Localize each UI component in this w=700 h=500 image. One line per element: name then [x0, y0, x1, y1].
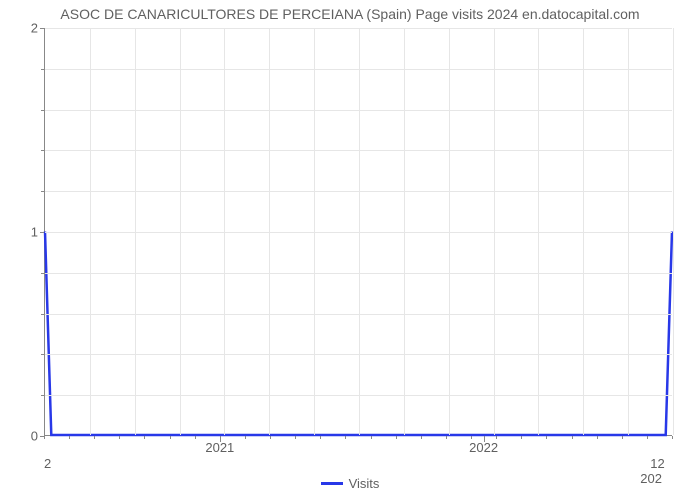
x-minor-tick [647, 436, 648, 439]
x-minor-tick [245, 436, 246, 439]
y-tick-label: 1 [31, 225, 38, 240]
grid-h [45, 150, 672, 151]
x-minor-tick [421, 436, 422, 439]
y-minor-tick [41, 273, 44, 274]
grid-h [45, 354, 672, 355]
x-minor-tick [521, 436, 522, 439]
x-minor-tick [295, 436, 296, 439]
x-minor-tick [94, 436, 95, 439]
x-minor-tick [345, 436, 346, 439]
x-minor-tick [195, 436, 196, 439]
x-minor-tick [119, 436, 120, 439]
chart-title: ASOC DE CANARICULTORES DE PERCEIANA (Spa… [0, 6, 700, 22]
y-minor-tick [41, 150, 44, 151]
grid-v [673, 28, 674, 435]
y-minor-tick [41, 191, 44, 192]
x-minor-tick [371, 436, 372, 439]
legend-swatch [321, 482, 343, 485]
y-minor-tick [41, 395, 44, 396]
x-tick-label: 2021 [205, 440, 234, 455]
x-minor-tick [622, 436, 623, 439]
grid-h [45, 314, 672, 315]
y-minor-tick [41, 232, 44, 233]
legend: Visits [0, 476, 700, 491]
x-minor-tick [396, 436, 397, 439]
grid-h [45, 110, 672, 111]
x-minor-tick [496, 436, 497, 439]
y-minor-tick [41, 69, 44, 70]
x-minor-tick [270, 436, 271, 439]
x-tick-mark [484, 436, 485, 442]
x-minor-tick [446, 436, 447, 439]
x-bottom-left-label: 2 [44, 456, 51, 471]
grid-h [45, 28, 672, 29]
x-minor-tick [44, 436, 45, 439]
grid-h [45, 273, 672, 274]
x-tick-label: 2022 [469, 440, 498, 455]
y-tick-label: 2 [31, 21, 38, 36]
grid-h [45, 232, 672, 233]
y-minor-tick [41, 354, 44, 355]
y-minor-tick [41, 314, 44, 315]
plot-area [44, 28, 672, 436]
y-minor-tick [41, 110, 44, 111]
x-minor-tick [546, 436, 547, 439]
y-tick-label: 0 [31, 429, 38, 444]
grid-h [45, 191, 672, 192]
y-minor-tick [41, 28, 44, 29]
x-minor-tick [144, 436, 145, 439]
legend-label: Visits [349, 476, 380, 491]
x-minor-tick [597, 436, 598, 439]
x-minor-tick [471, 436, 472, 439]
x-minor-tick [220, 436, 221, 439]
grid-h [45, 395, 672, 396]
grid-h [45, 69, 672, 70]
x-minor-tick [170, 436, 171, 439]
x-minor-tick [672, 436, 673, 439]
x-minor-tick [320, 436, 321, 439]
x-minor-tick [572, 436, 573, 439]
x-minor-tick [69, 436, 70, 439]
